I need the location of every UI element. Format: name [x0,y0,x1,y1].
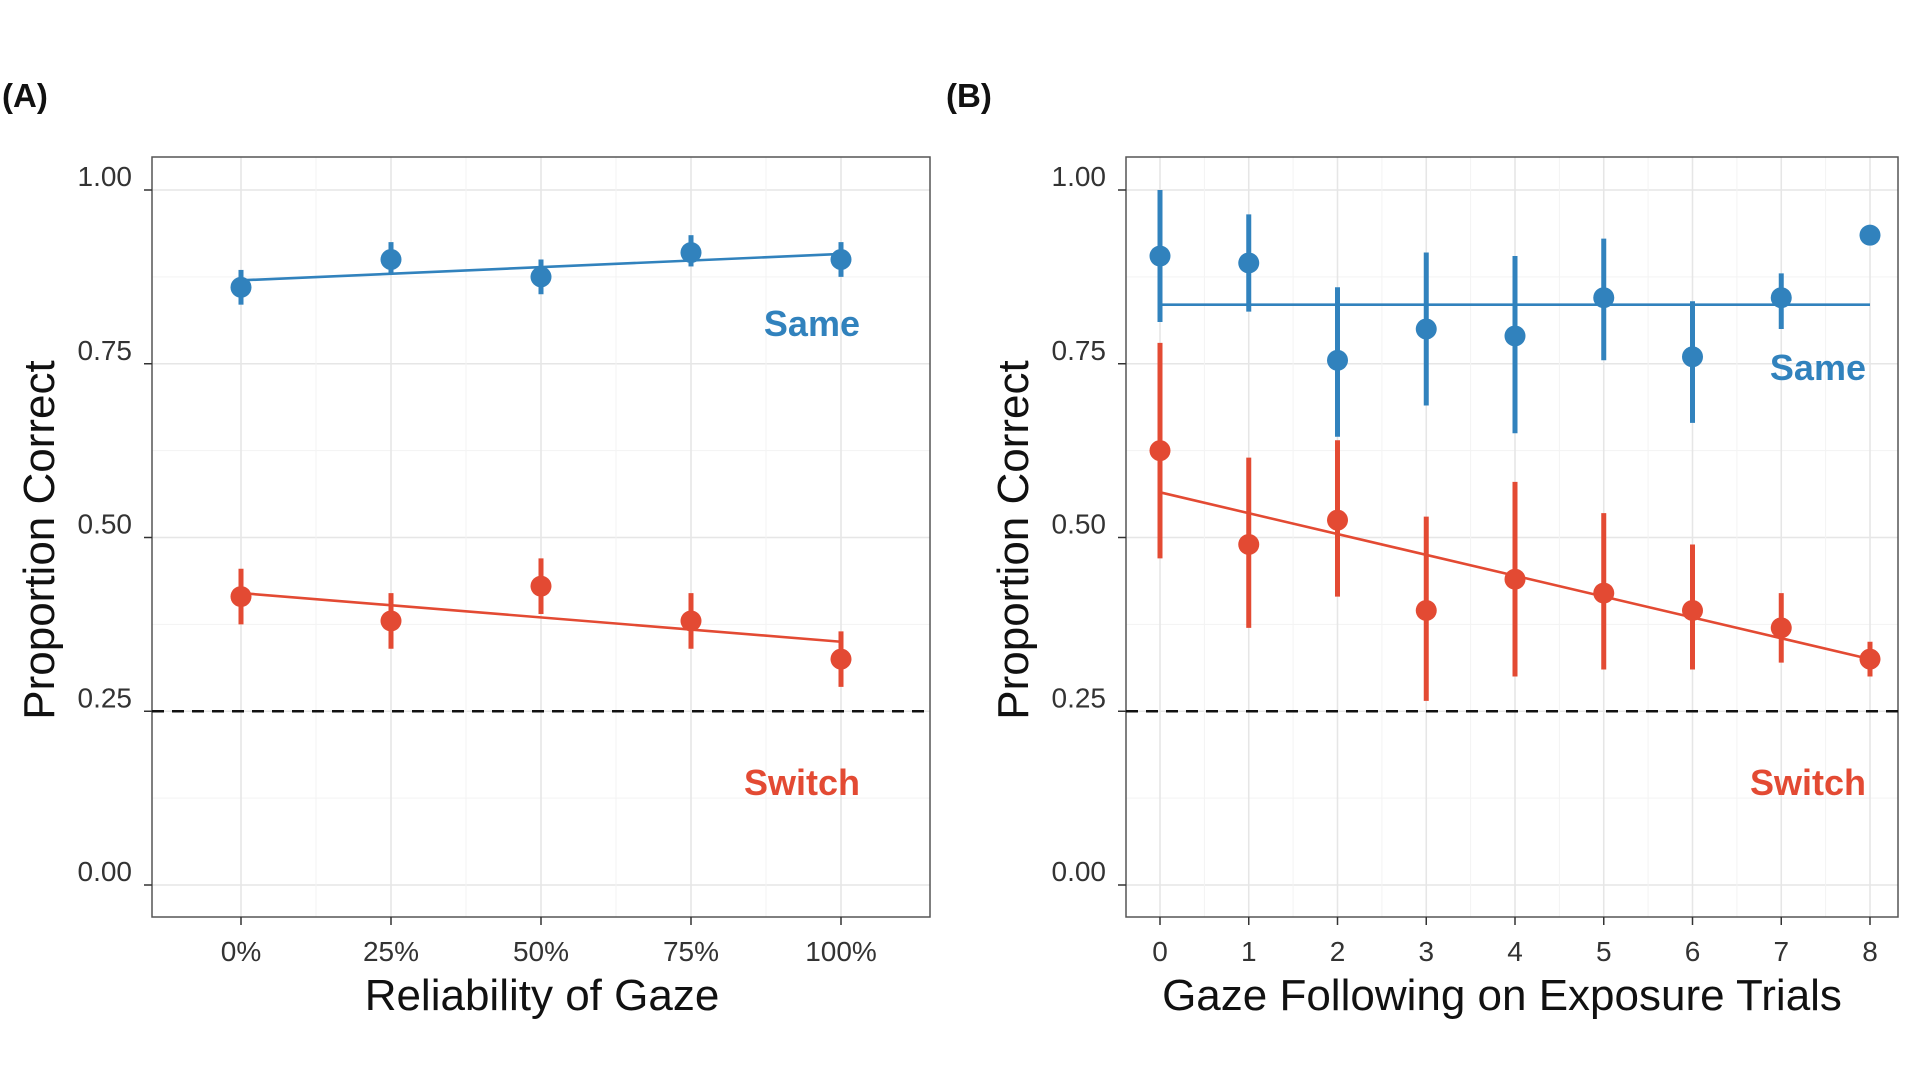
panel-a-xtick-label-0: 0% [221,936,261,967]
panel-a-switch-point-4 [830,648,852,670]
panel-b-xtick-label-5: 5 [1596,936,1612,967]
panel-a-same-label: Same [764,303,860,344]
panel-b-same-point-6 [1682,346,1703,368]
panel-b-xtick-label-8: 8 [1862,936,1878,967]
panel-a-switch-point-0 [230,586,252,608]
panel-a-ytick-label-2: 0.50 [78,509,133,540]
panel-a-ytick-label-1: 0.25 [78,682,133,713]
panel-a-same-point-1 [380,249,402,270]
panel-b-same-point-8 [1859,224,1881,246]
panel-b-same-point-4 [1504,325,1526,347]
panel-a-same-point-3 [680,242,702,264]
panel-a-xtick-label-4: 100% [805,936,877,967]
panel-a-plot: 0.00 0.25 0.50 0.75 1.00 0% 25% 50% 75% 100% Same S… [78,156,931,967]
panel-a-switch-fit-line [240,591,842,644]
panel-b-same-point-1 [1238,252,1260,274]
panel-a-switch-point-2 [530,575,552,597]
panel-b-switch-point-1 [1238,533,1260,555]
panel-b-switch-label: Switch [1750,762,1866,803]
panel-a-same-point-0 [230,276,252,298]
panel-b-xlabel: Gaze Following on Exposure Trials [1162,971,1842,1020]
panel-a-xtick-label-1: 25% [363,936,419,967]
panel-b-xtick-label-1: 1 [1241,936,1257,967]
panel-b-ytick-label-4: 1.00 [1052,161,1107,192]
panel-b-switch-point-3 [1415,599,1437,621]
panel-b-xtick-label-0: 0 [1152,936,1168,967]
panel-b-xtick-label-3: 3 [1418,936,1434,967]
panel-b-ytick-label-3: 0.75 [1052,335,1107,366]
panel-b-switch-point-0 [1149,440,1171,462]
panel-a-ytick-label-0: 0.00 [78,856,133,887]
panel-b-xtick-label-6: 6 [1685,936,1701,967]
panel-b-same-point-2 [1327,349,1348,371]
panel-a-switch-point-1 [380,610,402,632]
panel-b-xtick-label-7: 7 [1773,936,1789,967]
panel-a-xlabel: Reliability of Gaze [365,971,720,1020]
panel-b-switch-point-8 [1859,648,1881,670]
panel-b-same-label: Same [1770,347,1866,388]
panel-b-same-point-0 [1149,245,1171,267]
panel-a-ytick-label-3: 0.75 [78,335,133,366]
panel-a-same-point-2 [530,266,552,288]
panel-b-xtick-label-4: 4 [1507,936,1523,967]
panel-b-switch-point-7 [1770,617,1792,639]
panel-b-xtick-label-2: 2 [1330,936,1346,967]
panel-a-xtick-label-3: 75% [663,936,719,967]
panel-b-same-point-5 [1593,287,1615,309]
panel-a-ytick-label-4: 1.00 [78,161,133,192]
panel-b-switch-point-2 [1327,509,1348,531]
panel-b-switch-point-4 [1504,568,1526,590]
panel-a-letter: (A) [2,77,48,114]
panel-a-same-point-4 [830,249,852,270]
panel-b-switch-point-5 [1593,582,1615,604]
panel-b-same-point-7 [1770,287,1792,309]
panel-a-ylabel: Proportion Correct [15,360,64,719]
panel-b-ytick-label-2: 0.50 [1052,509,1107,540]
panel-b-plot: 0.00 0.25 0.50 0.75 1.00 0 1 2 3 4 5 6 7 8 Same Switch [1052,156,1899,967]
panel-b-ylabel: Proportion Correct [989,360,1038,719]
panel-a-switch-label: Switch [744,762,860,803]
panel-b-same-point-3 [1415,318,1437,340]
panel-b-letter: (B) [946,77,992,114]
panel-b-ytick-label-1: 0.25 [1052,682,1107,713]
panel-b-switch-point-6 [1682,599,1703,621]
panel-a-switch-point-3 [680,610,702,632]
panel-a-xtick-label-2: 50% [513,936,569,967]
panel-b-ytick-label-0: 0.00 [1052,856,1107,887]
